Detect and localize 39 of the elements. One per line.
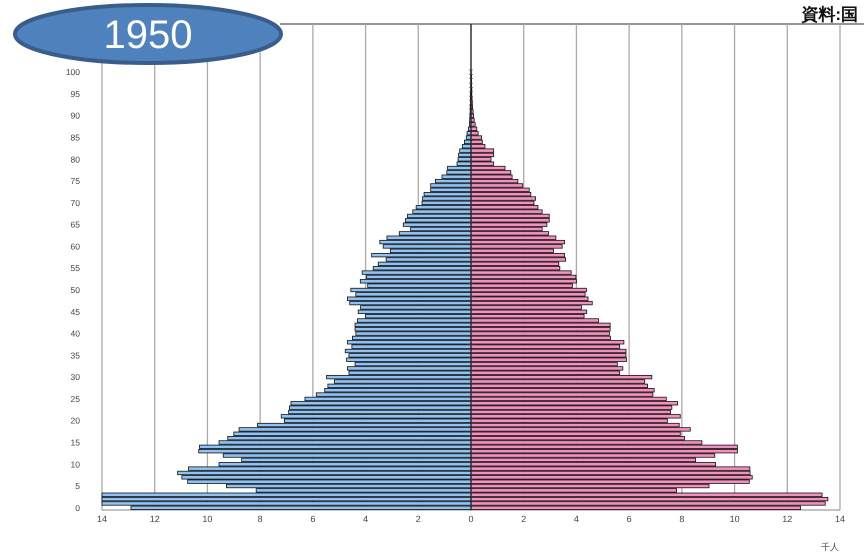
x-tick-label: 2 [416,514,421,524]
x-tick-label: 10 [730,514,740,524]
y-tick-label: 65 [70,220,80,230]
x-tick-label: 6 [626,514,632,524]
y-tick-label: 0 [75,502,80,513]
text: 資料:国 [800,5,858,24]
x-axis-title: 千人 [821,542,839,552]
x-tick-label: 0 [468,514,474,524]
y-tick-label: 70 [70,198,80,208]
y-tick-label: 5 [75,481,80,492]
y-tick-label: 55 [70,263,80,274]
y-tick-label: 30 [70,372,80,382]
x-tick-label: 2 [521,514,526,524]
y-tick-label: 85 [70,132,80,143]
y-tick-label: 60 [70,241,80,252]
x-tick-label: 14 [834,514,846,524]
y-tick-label: 80 [70,154,80,164]
y-tick-label: 25 [70,394,80,404]
y-tick-label: 50 [70,285,80,295]
x-tick-label: 6 [310,514,316,524]
x-tick-label: 14 [96,514,108,524]
y-tick-label: 10 [70,459,80,470]
y-tick-label: 75 [70,176,80,186]
x-tick-label: 4 [574,514,579,524]
y-tick-label: 100 [66,67,80,78]
chart-title: 1950 [104,13,192,57]
x-tick-label: 12 [782,514,792,524]
x-tick-label: 10 [202,514,212,524]
y-tick-label: 40 [70,328,80,339]
y-tick-label: 35 [70,350,80,360]
x-tick-label: 8 [258,514,263,524]
y-tick-label: 45 [70,306,80,317]
x-tick-label: 12 [150,514,160,524]
y-tick-label: 20 [70,416,80,426]
y-tick-label: 15 [70,437,80,448]
x-tick-label: 4 [363,514,368,524]
x-tick-label: 8 [679,514,684,524]
y-tick-label: 95 [70,88,80,99]
y-tick-label: 90 [70,110,80,121]
